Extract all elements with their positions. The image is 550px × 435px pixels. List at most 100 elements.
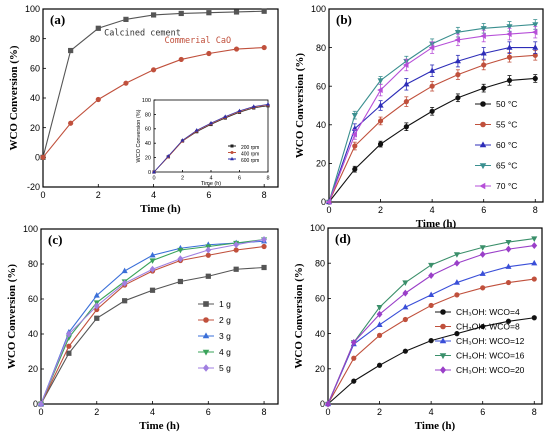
panel-b-data-point [352, 143, 358, 149]
panel-c-data-point [93, 292, 100, 298]
panel-a-inset-x-axis-label: Time (h) [201, 181, 221, 187]
panel-a-inset-x-tick-label: 8 [266, 176, 269, 182]
panel-a-inset-data-point [194, 128, 199, 132]
panel-b-data-point [429, 83, 435, 89]
panel-d-data-point [350, 338, 357, 346]
panel-d-x-tick-label: 8 [532, 407, 537, 417]
panel-a-annotation: Commerial CaO [165, 36, 232, 46]
panel-d-legend-marker [440, 309, 446, 315]
panel-d-y-tick-label: 0 [320, 399, 325, 409]
panel-c-data-point [205, 246, 212, 254]
panel-b-legend-label: 70 °C [496, 181, 517, 191]
panel-b-data-point [351, 131, 357, 138]
panel-b-series-1 [326, 74, 538, 205]
panel-d-data-point [402, 303, 409, 310]
panel-d-data-point [402, 316, 408, 323]
panel-a-data-point [178, 56, 184, 63]
panel-d-data-point [453, 279, 460, 285]
panel-c-data-point [149, 258, 156, 264]
panel-b-data-point [531, 29, 538, 36]
panel-b-data-point [325, 198, 332, 206]
panel-d-data-point [454, 331, 460, 337]
panel-a-y-tick-label: 100 [25, 4, 40, 14]
panel-d-y-tick-label: 60 [315, 294, 325, 304]
panel-a-data-point [40, 154, 46, 160]
panel-b-y-tick-label: 20 [316, 159, 326, 169]
panel-b-panel-label: (b) [336, 12, 352, 27]
panel-d-y-axis-label: WCO Conversion (%) [293, 263, 305, 368]
panel-d-data-point [376, 321, 383, 327]
panel-c-data-point [177, 255, 184, 263]
panel-a-inset-x-tick-label: 0 [152, 176, 155, 182]
panel-d-data-point [428, 262, 435, 269]
panel-a-inset-data-point [266, 102, 270, 106]
panel-a-series-2 [40, 44, 267, 160]
panel-b-data-point [506, 31, 512, 38]
panel-a-data-point [68, 47, 74, 54]
panel-d-legend-marker [439, 366, 447, 374]
panel-a-y-tick-label: -20 [27, 182, 40, 192]
panel-b-data-point [377, 118, 384, 124]
panel-b-data-point [454, 30, 461, 36]
panel-a-data-point [123, 16, 129, 22]
panel-d-x-tick-label: 2 [377, 407, 382, 417]
panel-d-y-tick-label: 80 [315, 258, 325, 268]
panel-d-y-tick-label: 100 [310, 223, 325, 233]
panel-d-data-point [453, 252, 460, 258]
panel-a-inset-data-point [152, 169, 156, 174]
panel-a-inset-y-tick-label: 60 [145, 127, 151, 133]
panel-d-data-point [351, 355, 357, 361]
panel-c-legend-label: 4 g [219, 347, 231, 357]
panel-c-data-point [66, 350, 72, 356]
panel-d-data-point [505, 239, 512, 246]
panel-c-data-point [261, 236, 267, 243]
panel-b-x-tick-label: 8 [533, 205, 538, 215]
panel-b-x-tick-label: 6 [481, 205, 486, 215]
panel-c-data-point [121, 279, 128, 287]
panel-b-data-point [480, 32, 486, 40]
panel-a-inset-y-tick-label: 100 [142, 98, 151, 104]
panel-b-data-point [403, 124, 409, 130]
panel-d-data-point [531, 242, 538, 250]
panel-a-inset-legend-marker [230, 144, 234, 148]
panel-b-data-point [351, 113, 358, 119]
panel-a-inset-x-tick-label: 6 [238, 176, 241, 182]
panel-b-x-tick-label: 2 [378, 205, 383, 215]
panel-c-y-tick-label: 100 [23, 224, 38, 234]
panel-a-inset-y-tick-label: 20 [145, 156, 151, 162]
panel-b-data-point [403, 99, 409, 105]
panel-c-x-tick-label: 2 [94, 407, 99, 417]
panel-c-x-tick-label: 4 [150, 407, 155, 417]
panel-b-legend-marker [479, 163, 487, 170]
panel-a-inset-legend-label: 600 rpm [241, 158, 259, 164]
panel-d-data-point [402, 348, 408, 354]
panel-d-data-point [428, 302, 434, 309]
panel-b-data-point [429, 108, 435, 114]
panel-c-y-tick-label: 80 [28, 259, 38, 269]
panel-c-data-point [177, 247, 184, 254]
panel-a-inset-data-point [237, 108, 242, 113]
panel-a-x-axis-label: Time (h) [140, 203, 181, 215]
panel-c-legend-marker [202, 332, 210, 339]
panel-d-data-point [376, 362, 383, 368]
panel-c-legend-marker [203, 301, 209, 307]
panel-a-inset-series-3 [152, 102, 270, 174]
panel-a-inset-data-point [223, 114, 228, 118]
panel-b-y-tick-label: 80 [316, 43, 326, 53]
panel-c-data-point [149, 265, 156, 273]
panel-d-data-point [428, 338, 434, 344]
panel-d-data-point [480, 323, 486, 330]
panel-b-data-point [377, 141, 384, 147]
panel-a-y-tick-label: 0 [35, 152, 40, 162]
panel-d-x-tick-label: 6 [480, 407, 485, 417]
panel-c-y-tick-label: 0 [33, 399, 38, 409]
panel-a-x-tick-label: 2 [96, 190, 101, 200]
panel-a-x-tick-label: 0 [40, 190, 45, 200]
panel-b-x-tick-label: 4 [430, 205, 435, 215]
panel-d-x-tick-label: 4 [429, 407, 434, 417]
panel-d-series-4 [324, 236, 538, 408]
panel-c-legend-label: 2 g [219, 315, 231, 325]
